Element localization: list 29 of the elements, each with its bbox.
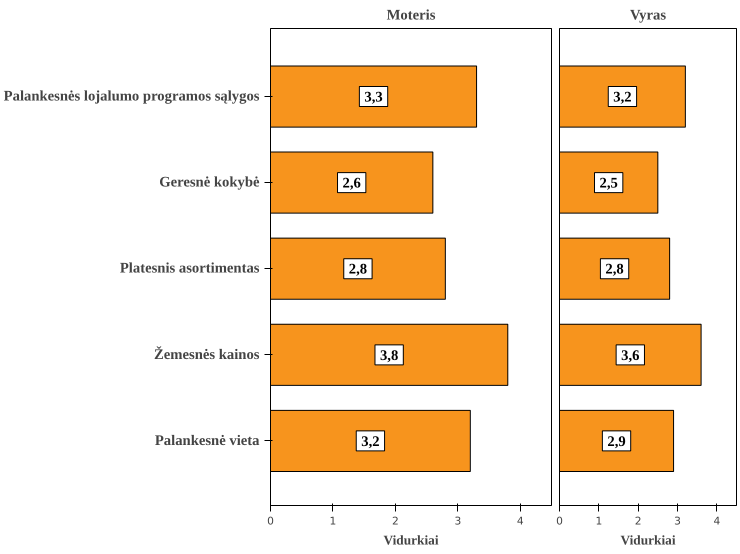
x-tick-label: 4	[713, 514, 720, 528]
y-tick-label: Platesnis asortimentas	[120, 260, 260, 277]
data-label: 3,3	[364, 90, 383, 106]
data-label: 2,6	[342, 176, 361, 192]
data-label: 2,9	[607, 434, 626, 450]
y-tick-label: Palankesnė vieta	[154, 432, 260, 449]
x-tick-label: 1	[595, 514, 602, 528]
data-label: 2,5	[600, 176, 618, 192]
x-axis-title: Vidurkiai	[620, 532, 676, 548]
x-tick-label: 3	[674, 514, 681, 528]
data-label: 3,6	[621, 348, 640, 364]
y-tick-label: Žemesnės kainos	[154, 346, 260, 363]
y-tick-label: Geresnė kokybė	[159, 174, 260, 191]
x-tick-label: 2	[392, 514, 399, 528]
data-label: 3,2	[613, 90, 632, 106]
chart-title: Moteris	[386, 8, 436, 24]
x-tick-label: 3	[454, 514, 462, 528]
x-tick-label: 4	[516, 514, 524, 528]
data-label: 3,8	[380, 348, 398, 364]
x-tick-label: 2	[634, 514, 642, 528]
x-axis-title: Vidurkiai	[383, 532, 439, 548]
x-tick-label: 0	[267, 514, 274, 528]
data-label: 2,8	[605, 262, 624, 278]
x-tick-label: 0	[556, 514, 564, 528]
x-tick-label: 1	[330, 514, 336, 528]
data-label: 2,8	[348, 262, 368, 278]
y-tick-label: Palankesnės lojalumo programos sąlygos	[4, 88, 260, 105]
data-label: 3,2	[361, 434, 380, 450]
chart-title: Vyras	[630, 8, 666, 24]
